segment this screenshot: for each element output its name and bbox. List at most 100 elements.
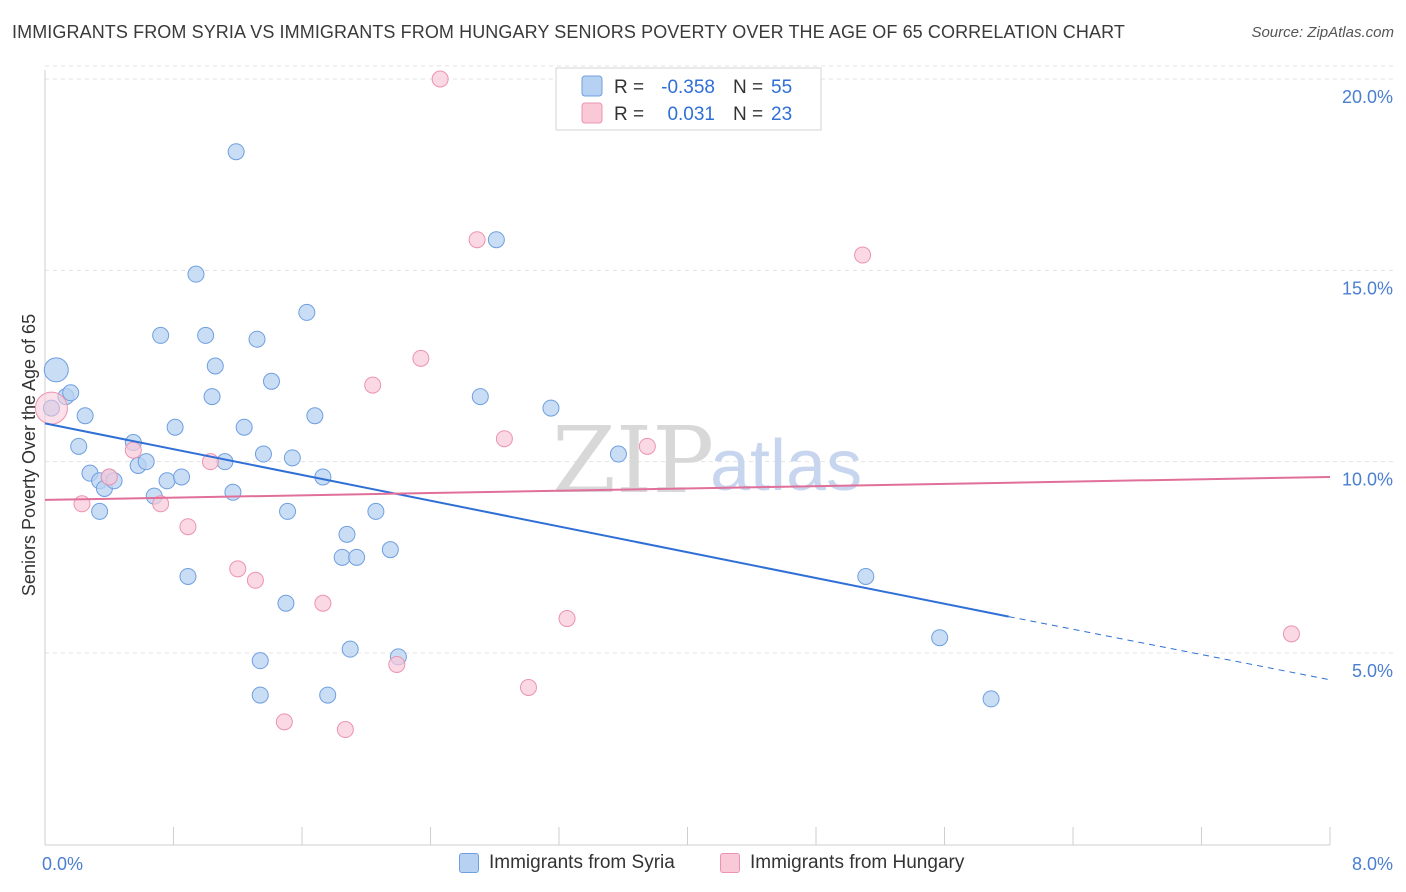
point-syria xyxy=(341,640,359,658)
point-hungary xyxy=(519,678,537,696)
point-hungary xyxy=(152,495,170,513)
legend-swatch-syria-bottom xyxy=(459,853,479,873)
point-hungary xyxy=(495,430,513,448)
point-hungary xyxy=(364,376,382,394)
point-syria xyxy=(338,525,356,543)
series-syria-points xyxy=(42,143,1000,708)
point-hungary xyxy=(638,437,656,455)
point-hungary xyxy=(275,713,293,731)
point-syria xyxy=(166,418,184,436)
point-syria xyxy=(306,407,324,425)
legend-item-hungary: Immigrants from Hungary xyxy=(720,852,964,874)
point-syria xyxy=(91,502,109,520)
point-syria xyxy=(76,407,94,425)
point-syria xyxy=(283,449,301,467)
watermark-zip: ZIP xyxy=(552,407,714,514)
legend-n-label-syria: N = xyxy=(733,77,763,98)
y-tick-label: 5.0% xyxy=(1352,661,1393,681)
trendline-hungary xyxy=(44,475,1331,501)
point-syria xyxy=(542,399,560,417)
legend-label-hungary: Immigrants from Hungary xyxy=(750,852,965,873)
point-syria xyxy=(609,445,627,463)
point-hungary xyxy=(336,721,354,739)
point-hungary xyxy=(468,231,486,249)
legend-swatch-hungary-bottom xyxy=(720,853,740,873)
legend-r-label-syria: R = xyxy=(614,77,644,98)
point-syria xyxy=(262,372,280,390)
point-syria xyxy=(70,437,88,455)
axes xyxy=(44,70,1331,846)
legend-swatch-syria xyxy=(581,75,603,97)
point-syria xyxy=(251,652,269,670)
watermark-atlas: atlas xyxy=(710,426,862,506)
point-syria xyxy=(367,502,385,520)
point-syria xyxy=(333,548,351,566)
point-syria xyxy=(931,629,949,647)
point-syria xyxy=(235,418,253,436)
point-hungary xyxy=(1282,625,1300,643)
legend-n-label-hungary: N = xyxy=(733,104,763,125)
point-hungary xyxy=(100,468,118,486)
point-hungary xyxy=(124,441,142,459)
point-syria xyxy=(982,690,1000,708)
point-syria xyxy=(279,502,297,520)
trend-lines xyxy=(44,422,1331,681)
x-tick-label: 0.0% xyxy=(42,854,83,874)
point-syria xyxy=(187,265,205,283)
y-tick-label: 15.0% xyxy=(1342,278,1393,298)
point-hungary xyxy=(246,571,264,589)
legend-swatch-hungary xyxy=(581,102,603,124)
legend-n-value-syria: 55 xyxy=(771,77,792,98)
point-syria xyxy=(251,686,269,704)
point-syria xyxy=(179,567,197,585)
point-syria xyxy=(298,303,316,321)
point-syria xyxy=(224,483,242,501)
legend-item-syria: Immigrants from Syria xyxy=(459,852,675,874)
point-syria xyxy=(248,330,266,348)
point-hungary xyxy=(34,391,68,425)
gridlines xyxy=(45,65,1393,654)
trendline-syria-extension xyxy=(1008,616,1331,681)
legend-r-label-hungary: R = xyxy=(614,104,644,125)
legend-label-syria: Immigrants from Syria xyxy=(489,852,675,873)
point-hungary xyxy=(229,560,247,578)
watermark: ZIP atlas xyxy=(552,407,862,514)
source-credit: Source: ZipAtlas.com xyxy=(1251,24,1394,41)
point-syria xyxy=(158,472,176,490)
point-hungary xyxy=(388,655,406,673)
point-hungary xyxy=(73,495,91,513)
point-syria xyxy=(857,567,875,585)
point-syria xyxy=(173,468,191,486)
chart-title: IMMIGRANTS FROM SYRIA VS IMMIGRANTS FROM… xyxy=(12,22,1125,42)
point-hungary xyxy=(431,70,449,88)
tick-labels: 5.0% 10.0% 15.0% 20.0% 0.0% 8.0% xyxy=(42,87,1393,874)
point-syria xyxy=(487,231,505,249)
point-hungary xyxy=(314,594,332,612)
point-syria xyxy=(43,357,69,383)
point-syria xyxy=(227,143,245,161)
legend-r-value-syria: -0.358 xyxy=(661,77,715,98)
point-hungary xyxy=(558,610,576,628)
legend-bottom: Immigrants from Syria Immigrants from Hu… xyxy=(0,852,1406,878)
point-hungary xyxy=(854,246,872,264)
point-syria xyxy=(216,453,234,471)
point-syria xyxy=(203,388,221,406)
series-hungary-points xyxy=(34,70,1300,739)
point-syria xyxy=(254,445,272,463)
legend-n-value-hungary: 23 xyxy=(771,104,792,125)
point-hungary xyxy=(412,349,430,367)
point-syria xyxy=(381,541,399,559)
legend-r-value-hungary: 0.031 xyxy=(667,104,715,125)
point-syria xyxy=(197,326,215,344)
trendline-syria xyxy=(44,422,1009,618)
point-syria xyxy=(152,326,170,344)
y-tick-label: 10.0% xyxy=(1342,470,1393,490)
point-syria xyxy=(137,453,155,471)
point-hungary xyxy=(179,518,197,536)
point-syria xyxy=(348,548,366,566)
legend-top: R = -0.358 N = 55 R = 0.031 N = 23 xyxy=(555,67,822,131)
point-syria xyxy=(319,686,337,704)
point-syria xyxy=(206,357,224,375)
point-syria xyxy=(471,388,489,406)
